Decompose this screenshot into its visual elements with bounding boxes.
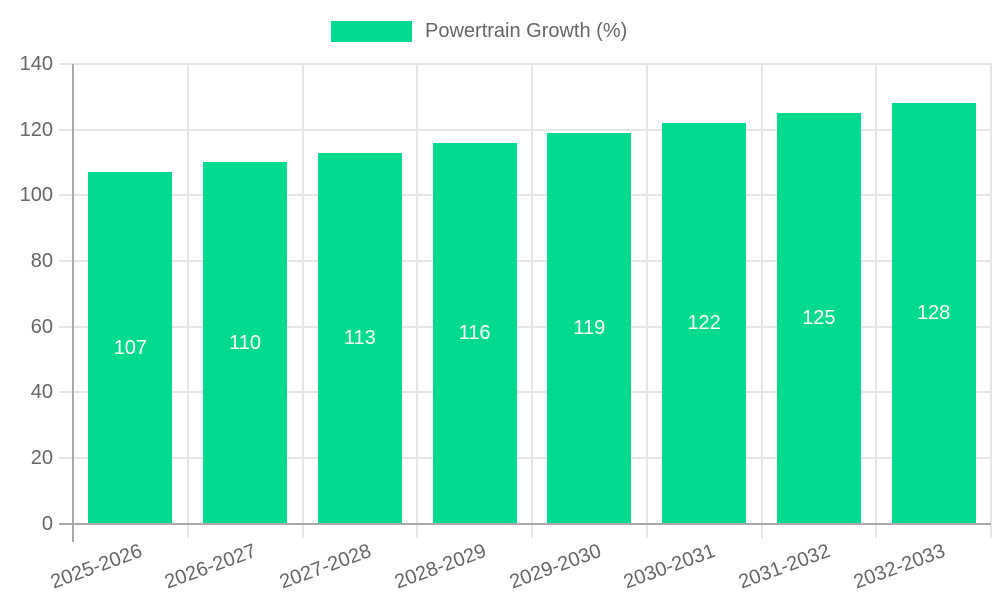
bar-value-label: 116: [458, 322, 491, 345]
x-axis-tick-label: 2029-2030: [506, 539, 604, 593]
x-axis-tick-label: 2026-2027: [162, 539, 260, 593]
legend-swatch: [331, 20, 412, 42]
y-axis-tick: [59, 63, 73, 65]
x-axis-line: [59, 522, 991, 525]
y-axis-tick-label: 80: [30, 249, 53, 272]
x-axis-tick-label: 2031-2032: [735, 539, 834, 593]
x-axis-tick: [416, 523, 419, 538]
bar-2030-2031[interactable]: [662, 123, 747, 524]
y-axis-tick: [59, 456, 73, 459]
bar-value-label: 125: [802, 307, 836, 330]
x-axis-tick: [990, 523, 992, 538]
x-gridline: [416, 64, 419, 524]
bar-value-label: 122: [687, 312, 721, 335]
y-axis-tick-label: 60: [30, 315, 53, 338]
x-axis-tick: [531, 523, 533, 538]
bar-2026-2027[interactable]: [203, 162, 288, 524]
x-gridline: [186, 64, 189, 524]
y-axis-tick-label: 140: [19, 53, 53, 75]
bar-2028-2029[interactable]: [432, 142, 517, 524]
y-axis-tick: [59, 325, 73, 328]
legend-item-powertrain-growth[interactable]: Powertrain Growth (%): [331, 20, 627, 42]
y-axis-tick-label: 40: [30, 381, 53, 404]
x-gridline: [645, 64, 648, 524]
y-axis-tick-label: 100: [19, 184, 53, 207]
y-axis-line: [72, 64, 74, 542]
bar-2031-2032[interactable]: [776, 113, 861, 524]
x-axis-tick-label: 2028-2029: [391, 539, 490, 593]
bar-value-label: 110: [229, 331, 262, 354]
y-axis-tick: [59, 391, 73, 394]
bar-2025-2026[interactable]: [88, 172, 173, 524]
y-axis-tick: [59, 194, 73, 197]
y-axis-tick: [59, 128, 73, 131]
x-axis-tick: [760, 523, 763, 538]
bar-value-label: 119: [573, 317, 606, 340]
legend-label: Powertrain Growth (%): [425, 20, 628, 42]
y-axis-tick-label: 0: [41, 512, 53, 535]
x-axis-tick-label: 2027-2028: [276, 539, 375, 593]
x-axis-tick: [186, 523, 189, 538]
x-axis-tick: [875, 523, 878, 538]
bar-value-label: 107: [113, 336, 148, 359]
x-axis-tick-label: 2030-2031: [621, 539, 719, 593]
x-gridline: [760, 64, 763, 524]
bar-2029-2030[interactable]: [547, 132, 632, 524]
x-gridline: [301, 64, 304, 524]
bar-2032-2033[interactable]: [891, 103, 976, 524]
bar-2027-2028[interactable]: [317, 152, 402, 524]
y-axis-tick-label: 120: [19, 118, 53, 141]
x-axis-tick: [301, 523, 304, 538]
x-axis-tick: [645, 523, 648, 538]
bar-value-label: 113: [343, 327, 376, 350]
x-axis-tick-label: 2032-2033: [850, 539, 949, 593]
x-gridline: [875, 64, 878, 524]
x-axis-tick-label: 2025-2026: [47, 539, 145, 593]
y-axis-tick: [59, 259, 73, 262]
bar-value-label: 128: [916, 302, 951, 325]
x-gridline: [531, 64, 533, 524]
y-axis-tick-label: 20: [30, 446, 53, 469]
x-gridline: [990, 64, 992, 524]
